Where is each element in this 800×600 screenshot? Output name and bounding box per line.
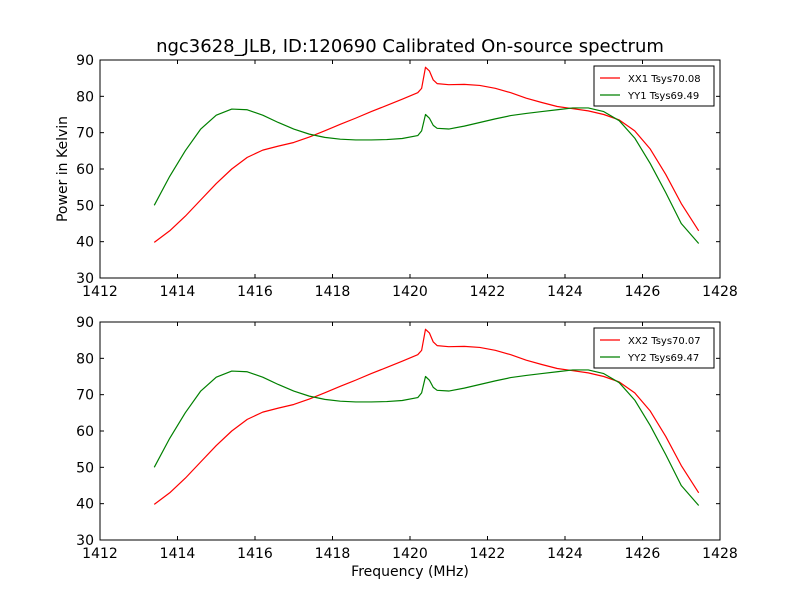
y-tick-label: 30 <box>76 271 94 287</box>
chart-title: ngc3628_JLB, ID:120690 Calibrated On-sou… <box>156 36 664 57</box>
y-tick-label: 50 <box>76 460 94 476</box>
series-line-yy1 <box>153 107 700 244</box>
y-tick-label: 40 <box>76 235 94 251</box>
y-tick-label: 80 <box>76 351 94 367</box>
x-tick-label: 1412 <box>82 284 118 300</box>
legend-box <box>593 327 715 369</box>
x-tick-label: 1420 <box>392 546 428 562</box>
legend: XX2 Tsys70.07 YY2 Tsys69.47 <box>593 327 715 369</box>
x-tick-label: 1420 <box>392 284 428 300</box>
y-tick-label: 30 <box>76 533 94 549</box>
legend-entry: YY2 Tsys69.47 <box>627 353 699 364</box>
top-panel: 1412 1414 1416 1418 1420 1422 1424 1426 1428 30 40… <box>76 53 738 300</box>
x-tick-label: 1424 <box>547 284 583 300</box>
legend-entry: XX1 Tsys70.08 <box>628 74 701 85</box>
x-tick-label: 1414 <box>160 546 196 562</box>
x-tick-label: 1418 <box>315 546 351 562</box>
x-tick-label: 1428 <box>702 546 738 562</box>
x-tick-label: 1414 <box>160 284 196 300</box>
y-tick-label: 60 <box>76 424 94 440</box>
legend-entry: YY1 Tsys69.49 <box>627 91 699 102</box>
bottom-panel: 1412 1414 1416 1418 1420 1422 1424 1426 1428 30 40… <box>76 315 738 562</box>
x-tick-label: 1416 <box>237 546 273 562</box>
y-tick-label: 90 <box>76 315 94 331</box>
y-tick-label: 40 <box>76 497 94 513</box>
x-tick-label: 1428 <box>702 284 738 300</box>
series-line-xx2 <box>153 328 700 505</box>
x-tick-label: 1426 <box>625 546 661 562</box>
legend-entry: XX2 Tsys70.07 <box>628 336 701 347</box>
y-tick-label: 50 <box>76 198 94 214</box>
x-axis-label: Frequency (MHz) <box>351 564 469 580</box>
series-line-xx1 <box>153 66 700 243</box>
y-tick-label: 90 <box>76 53 94 69</box>
y-tick-label: 70 <box>76 388 94 404</box>
x-tick-label: 1416 <box>237 284 273 300</box>
y-axis-label: Power in Kelvin <box>55 116 71 222</box>
x-tick-label: 1422 <box>470 546 506 562</box>
x-tick-label: 1422 <box>470 284 506 300</box>
x-tick-label: 1412 <box>82 546 118 562</box>
series-line-yy2 <box>153 369 700 506</box>
x-tick-label: 1426 <box>625 284 661 300</box>
y-tick-label: 70 <box>76 126 94 142</box>
x-tick-label: 1424 <box>547 546 583 562</box>
legend: XX1 Tsys70.08 YY1 Tsys69.49 <box>593 65 715 107</box>
x-tick-label: 1418 <box>315 284 351 300</box>
y-tick-label: 80 <box>76 89 94 105</box>
y-tick-label: 60 <box>76 162 94 178</box>
legend-box <box>593 65 715 107</box>
